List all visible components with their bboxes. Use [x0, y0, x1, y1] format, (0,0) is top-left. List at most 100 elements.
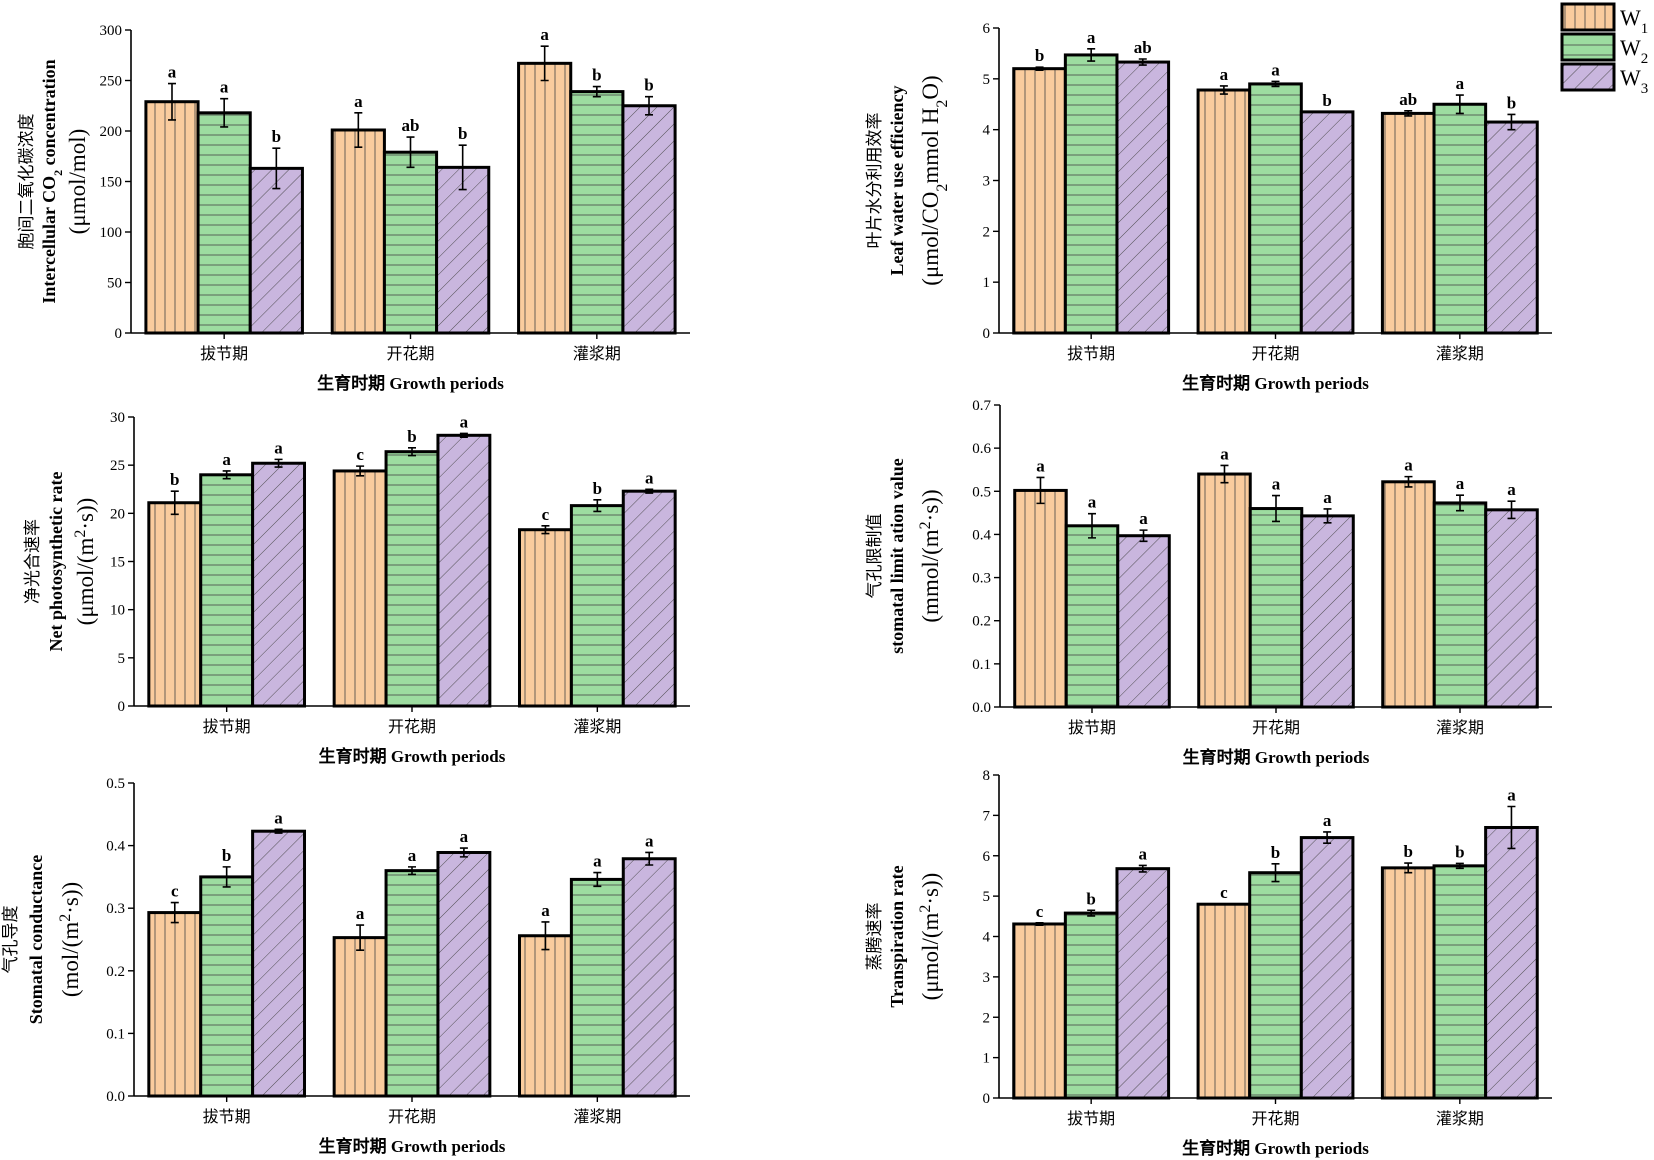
error-bar	[1138, 58, 1147, 66]
x-tick-label: 开花期	[1252, 718, 1300, 737]
significance-letter: b	[1086, 889, 1095, 908]
y-tick-label: 0.5	[106, 776, 125, 792]
bar-w3	[251, 829, 307, 1098]
y-tick-label: 5	[983, 72, 991, 88]
significance-letter: a	[408, 846, 417, 865]
chart-panel-4: 0.0 0.1 0.2 0.3 0.4 0.5 0.6 0.7 拔节期 a a a 开花期 a a a 灌浆期 a…	[865, 398, 1552, 767]
x-axis-label: 生育时期 Growth periods	[1182, 373, 1369, 393]
bar-w3	[248, 166, 304, 335]
significance-letter: c	[356, 445, 364, 464]
x-tick-label: 灌浆期	[1436, 344, 1484, 363]
y-tick-label: 8	[983, 768, 991, 784]
x-axis-label: 生育时期 Growth periods	[1183, 747, 1370, 767]
x-axis-label: 生育时期 Growth periods	[317, 373, 504, 393]
error-bar	[1219, 85, 1228, 95]
x-tick-label: 灌浆期	[573, 344, 621, 363]
y-tick-label: 0.4	[106, 839, 125, 855]
significance-letter: a	[645, 468, 654, 487]
bar-w1	[517, 528, 573, 708]
y-tick-label: 2	[983, 1010, 991, 1026]
bar-w1	[1196, 88, 1252, 335]
significance-letter: a	[222, 450, 231, 469]
y-tick-label: 0.1	[972, 657, 991, 673]
y-axis-label: 胞间二氧化碳浓度	[17, 114, 37, 250]
y-tick-label: 1	[983, 275, 991, 291]
error-bar	[222, 866, 231, 888]
significance-letter: b	[458, 124, 467, 143]
error-bar	[645, 95, 654, 116]
significance-letter: a	[540, 25, 549, 44]
y-tick-label: 4	[983, 123, 991, 139]
y-tick-label: 0.5	[972, 484, 991, 500]
bar-w1	[1012, 922, 1067, 1100]
error-bar	[354, 112, 363, 148]
y-axis-label: Intercellular CO2 concentration	[39, 59, 65, 303]
bar-w3	[621, 489, 677, 708]
bar-w2	[1248, 871, 1303, 1100]
bar-w3	[1299, 836, 1355, 1100]
error-bar	[1139, 529, 1148, 543]
bar-w1	[517, 934, 573, 1098]
significance-letter: b	[1322, 91, 1331, 110]
y-tick-label: 0.6	[972, 441, 991, 457]
bar-w1	[147, 501, 203, 708]
significance-letter: a	[460, 412, 469, 431]
bar-w1	[1196, 902, 1252, 1100]
error-bar	[1507, 500, 1516, 520]
bar-w1	[1197, 472, 1252, 709]
y-tick-label: 200	[100, 124, 123, 140]
error-bar	[459, 432, 468, 439]
bar-w3	[1484, 120, 1539, 335]
legend-item-w1: W1	[1560, 2, 1648, 37]
error-bar	[458, 144, 467, 191]
error-bar	[1220, 464, 1229, 484]
x-tick-label: 开花期	[386, 344, 434, 363]
significance-letter: a	[1220, 65, 1229, 84]
significance-letter: a	[1087, 28, 1096, 47]
x-tick-label: 拔节期	[1067, 344, 1115, 363]
bar-w3	[1299, 110, 1355, 335]
y-tick-label: 100	[100, 225, 123, 241]
x-tick-label: 灌浆期	[573, 717, 621, 736]
y-tick-label: 6	[983, 21, 991, 37]
bar-w3	[436, 850, 492, 1098]
bar-w2	[1248, 82, 1303, 335]
error-bar	[274, 458, 283, 468]
significance-letter: c	[1220, 883, 1228, 902]
significance-letter: a	[541, 901, 550, 920]
y-tick-label: 0	[983, 1091, 991, 1107]
x-tick-label: 拔节期	[1067, 1109, 1115, 1128]
x-tick-label: 灌浆期	[573, 1107, 621, 1126]
error-bar	[1138, 864, 1147, 873]
bar-w2	[199, 875, 255, 1098]
y-axis-label: 气孔导度	[1, 906, 21, 974]
error-bar	[1404, 475, 1413, 488]
significance-letter: b	[593, 479, 602, 498]
y-tick-label: 0.0	[972, 700, 991, 716]
legend-item-w2: W2	[1560, 32, 1648, 67]
error-bar	[645, 851, 654, 866]
error-bar	[1456, 494, 1464, 512]
bar-w1	[1381, 480, 1436, 709]
significance-letter: a	[274, 808, 283, 827]
y-tick-label: 250	[100, 74, 123, 90]
significance-letter: a	[274, 438, 283, 457]
bar-w1	[144, 100, 200, 335]
chart-panel-5: 0.0 0.1 0.2 0.3 0.4 0.5 拔节期 c b a 开花期 a a a 灌浆期 a a a 生育时期…	[1, 776, 690, 1156]
error-bar	[272, 147, 281, 190]
error-bar	[408, 866, 416, 876]
significance-letter: a	[645, 831, 654, 850]
bar-w1	[330, 128, 386, 335]
bar-w1	[147, 911, 203, 1098]
error-bar	[1087, 909, 1096, 917]
x-tick-label: 拔节期	[203, 717, 251, 736]
legend-label: W3	[1620, 65, 1648, 97]
x-axis-label: 生育时期 Growth periods	[1182, 1138, 1369, 1158]
y-axis-label: Leaf water use efficiency	[887, 85, 907, 275]
bar-w1	[1012, 67, 1067, 335]
significance-letter: c	[1036, 902, 1044, 921]
x-axis-label: 生育时期 Growth periods	[319, 746, 506, 766]
x-tick-label: 开花期	[1251, 344, 1299, 363]
bar-w1	[1013, 488, 1068, 709]
